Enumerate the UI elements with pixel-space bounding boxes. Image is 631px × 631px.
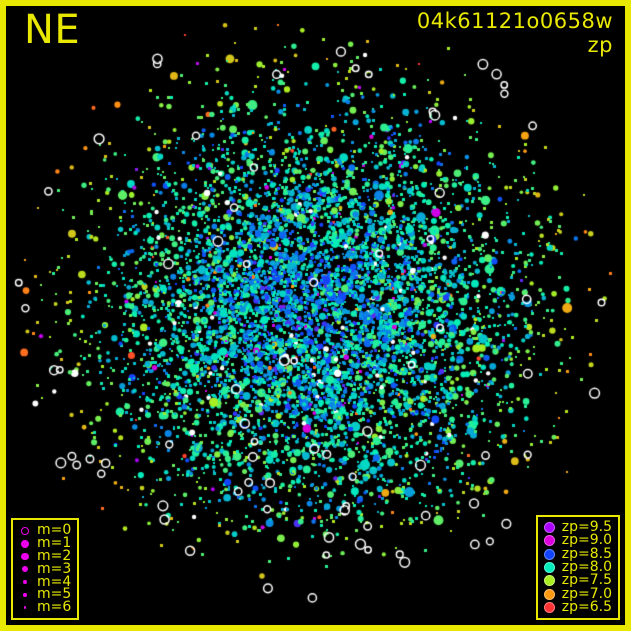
zeropoint-legend-item-row: zp=7.5 <box>543 572 612 589</box>
zeropoint-legend-item-label: zp=9.0 <box>561 532 612 549</box>
zeropoint-legend-item-swatch-icon <box>543 601 557 613</box>
zeropoint-legend-item-row: zp=6.5 <box>543 598 612 615</box>
magnitude-legend-item-row: m=6 <box>18 599 72 616</box>
magnitude-legend-item-swatch-icon <box>18 539 32 548</box>
magnitude-legend-item-row: m=2 <box>18 547 72 564</box>
mode-label: zp <box>587 33 613 57</box>
magnitude-legend-item-row: m=0 <box>18 522 72 539</box>
zeropoint-legend-item-row: zp=9.5 <box>543 519 612 536</box>
zeropoint-legend-item-row: zp=8.5 <box>543 545 612 562</box>
magnitude-legend-item-swatch-icon <box>18 606 32 609</box>
sky-field <box>7 7 624 624</box>
magnitude-legend-item-row: m=5 <box>18 586 72 603</box>
zeropoint-legend-item-label: zp=9.5 <box>561 519 612 536</box>
magnitude-legend-item-label: m=6 <box>37 599 72 616</box>
magnitude-legend-item-label: m=0 <box>37 522 72 539</box>
magnitude-legend-item-label: m=2 <box>37 547 72 564</box>
magnitude-legend-item-row: m=4 <box>18 573 72 590</box>
magnitude-legend: m=0 m=1 m=2 m=3 m=4 m=5 m=6 <box>11 518 80 620</box>
zeropoint-legend-item-label: zp=7.5 <box>561 572 612 589</box>
zeropoint-legend-item-label: zp=7.0 <box>561 585 612 602</box>
magnitude-legend-item-label: m=5 <box>37 586 72 603</box>
star-field-canvas <box>7 7 624 624</box>
zeropoint-legend-item-row: zp=9.0 <box>543 532 612 549</box>
image-id-label: 04k61121o0658w <box>416 9 613 33</box>
zeropoint-legend-item-label: zp=6.5 <box>561 598 612 615</box>
magnitude-legend-item-swatch-icon <box>18 579 32 585</box>
zeropoint-legend-item-label: zp=8.5 <box>561 545 612 562</box>
magnitude-legend-item-swatch-icon <box>18 566 32 573</box>
magnitude-legend-item-label: m=1 <box>37 535 72 552</box>
magnitude-legend-item-row: m=1 <box>18 535 72 552</box>
zeropoint-legend-item-row: zp=8.0 <box>543 558 612 575</box>
magnitude-legend-item-swatch-icon <box>18 552 32 560</box>
zeropoint-legend-item-swatch-icon <box>543 575 557 587</box>
magnitude-legend-item-label: m=3 <box>37 560 72 577</box>
magnitude-legend-item-label: m=4 <box>37 573 72 590</box>
zeropoint-legend-item-label: zp=8.0 <box>561 558 612 575</box>
zeropoint-legend-item-swatch-icon <box>543 548 557 560</box>
zeropoint-legend: zp=9.5 zp=9.0 zp=8.5 zp=8.0 zp=7.5 zp=7.0 zp=6… <box>535 514 620 620</box>
zeropoint-legend-item-swatch-icon <box>543 522 557 534</box>
magnitude-legend-item-swatch-icon <box>18 593 32 597</box>
zeropoint-legend-item-swatch-icon <box>543 535 557 547</box>
magnitude-legend-item-swatch-icon <box>18 526 32 535</box>
zeropoint-legend-item-swatch-icon <box>543 561 557 573</box>
magnitude-legend-item-row: m=3 <box>18 560 72 577</box>
zeropoint-legend-item-swatch-icon <box>543 588 557 600</box>
zeropoint-legend-item-row: zp=7.0 <box>543 585 612 602</box>
direction-label: NE <box>24 7 81 53</box>
